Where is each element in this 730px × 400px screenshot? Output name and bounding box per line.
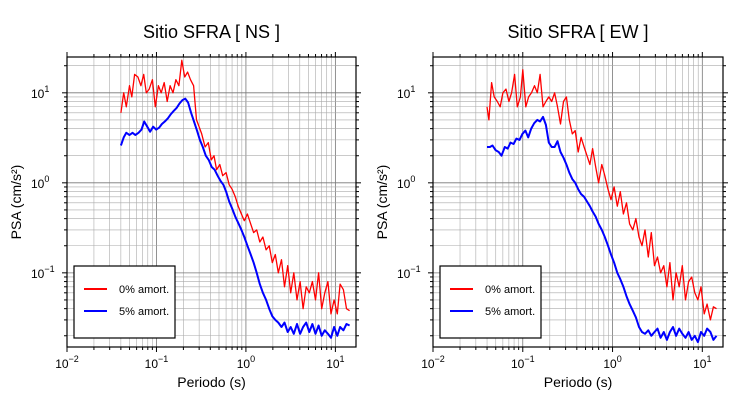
legend-label: 5% amort. bbox=[119, 306, 169, 318]
grid-lines bbox=[432, 57, 723, 347]
series-line-blue bbox=[487, 115, 718, 344]
y-tick-label: 10−1 bbox=[397, 264, 421, 281]
legend-box bbox=[439, 265, 542, 339]
chart-title: Sitio SFRA [ NS ] bbox=[143, 22, 280, 42]
legend: 0% amort. 5% amort. bbox=[439, 265, 542, 339]
series-line-red bbox=[486, 69, 717, 321]
plot-frame bbox=[432, 56, 724, 348]
x-tick-label: 10−2 bbox=[55, 354, 79, 371]
series-line-red bbox=[120, 59, 350, 315]
chart-panel-2: Sitio SFRA [ EW ] 10−2 10−1 100 101 10−1 100 10… bbox=[374, 22, 728, 390]
y-tick-label: 100 bbox=[397, 174, 415, 191]
legend-label: 5% amort. bbox=[485, 306, 535, 318]
y-tick-label: 100 bbox=[31, 174, 49, 191]
grid-lines bbox=[66, 57, 356, 347]
x-axis-label: Periodo (s) bbox=[177, 374, 245, 390]
plot-frame bbox=[66, 56, 357, 348]
x-tick-label: 10−1 bbox=[511, 354, 535, 371]
y-tick-label: 101 bbox=[397, 84, 415, 101]
y-tick-label: 101 bbox=[31, 84, 49, 101]
x-tick-label: 101 bbox=[326, 354, 344, 371]
legend: 0% amort. 5% amort. bbox=[73, 265, 176, 339]
legend-label: 0% amort. bbox=[119, 284, 169, 296]
x-tick-label: 100 bbox=[237, 354, 255, 371]
chart-title: Sitio SFRA [ EW ] bbox=[507, 22, 648, 42]
legend-box bbox=[73, 265, 176, 339]
x-tick-label: 100 bbox=[603, 354, 621, 371]
y-axis-label: PSA (cm/s²) bbox=[374, 165, 390, 240]
x-tick-label: 101 bbox=[693, 354, 711, 371]
legend-label: 0% amort. bbox=[485, 284, 535, 296]
y-tick-label: 10−1 bbox=[31, 264, 55, 281]
y-axis-label: PSA (cm/s²) bbox=[8, 165, 24, 240]
x-tick-label: 10−2 bbox=[421, 354, 445, 371]
x-axis-label: Periodo (s) bbox=[544, 374, 612, 390]
series-line-blue bbox=[119, 97, 351, 339]
chart-panel-1: Sitio SFRA [ NS ] 10−2 10−1 100 101 10−1 100 10… bbox=[8, 22, 361, 390]
x-tick-label: 10−1 bbox=[145, 354, 169, 371]
